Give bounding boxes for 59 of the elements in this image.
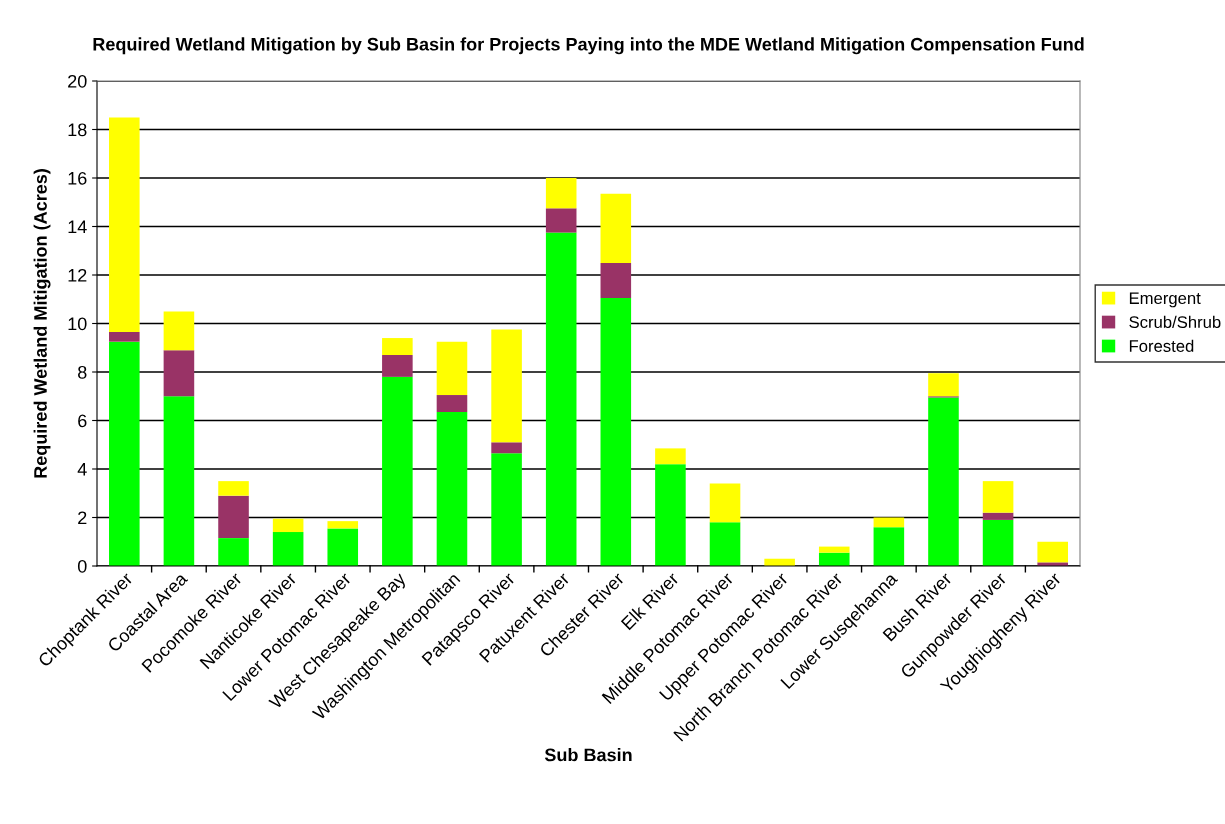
y-tick-label: 12: [68, 268, 87, 282]
y-tick-label: 4: [77, 463, 87, 476]
bar: [163, 396, 195, 566]
bar: [600, 193, 632, 263]
bar: [709, 483, 741, 523]
bar: [272, 518, 304, 533]
bar: [218, 538, 249, 566]
y-tick-label: 16: [68, 171, 87, 185]
bar: [218, 495, 249, 539]
bar: [873, 527, 905, 566]
bar: [327, 528, 359, 566]
bar: [545, 208, 577, 233]
bar: [436, 395, 468, 413]
chart-title: Required Wetland Mitigation by Sub Basin for Projects Paying into the MDE Wetland Mitigation Compensation Fund: [93, 37, 1084, 55]
bar: [982, 481, 1014, 513]
bar: [218, 481, 249, 496]
bar: [655, 448, 686, 465]
bar: [491, 442, 522, 454]
y-tick-label: 6: [78, 414, 87, 428]
bar: [873, 517, 905, 528]
bar: [709, 522, 741, 566]
bar: [982, 512, 1014, 520]
legend-label: Forested: [1129, 339, 1194, 352]
bar: [491, 329, 522, 443]
bar: [982, 519, 1014, 566]
y-tick-label: 8: [78, 365, 87, 379]
x-axis-title: Sub Basin: [544, 748, 632, 762]
bar: [491, 453, 522, 566]
y-tick-label: 20: [68, 74, 87, 88]
bar: [382, 376, 413, 566]
bar: [545, 232, 577, 566]
bar: [163, 311, 195, 351]
y-tick-label: 18: [68, 123, 87, 137]
legend-label: Emergent: [1129, 292, 1201, 308]
bar: [928, 397, 959, 566]
bar: [1037, 541, 1068, 563]
bar: [382, 355, 413, 377]
bar: [327, 521, 359, 529]
y-tick-label: 2: [78, 511, 87, 525]
bar: [109, 331, 140, 342]
y-tick-label: 10: [68, 317, 87, 331]
bar: [382, 338, 413, 356]
bar: [928, 373, 959, 397]
bar: [818, 546, 850, 553]
y-tick-label: 14: [68, 220, 87, 234]
bar: [818, 552, 850, 566]
bar: [163, 350, 195, 397]
bar: [272, 532, 304, 566]
bar: [436, 341, 468, 396]
bar: [600, 298, 632, 566]
y-tick-label: 0: [77, 559, 87, 573]
bar: [436, 412, 468, 566]
bar: [600, 262, 632, 299]
bar: [545, 178, 577, 209]
y-axis-title: Required Wetland Mitigation (Acres): [33, 169, 51, 478]
legend-label: Scrub/Shrub: [1129, 315, 1221, 329]
bar: [655, 464, 686, 566]
bar: [109, 117, 140, 332]
bar: [109, 341, 140, 566]
